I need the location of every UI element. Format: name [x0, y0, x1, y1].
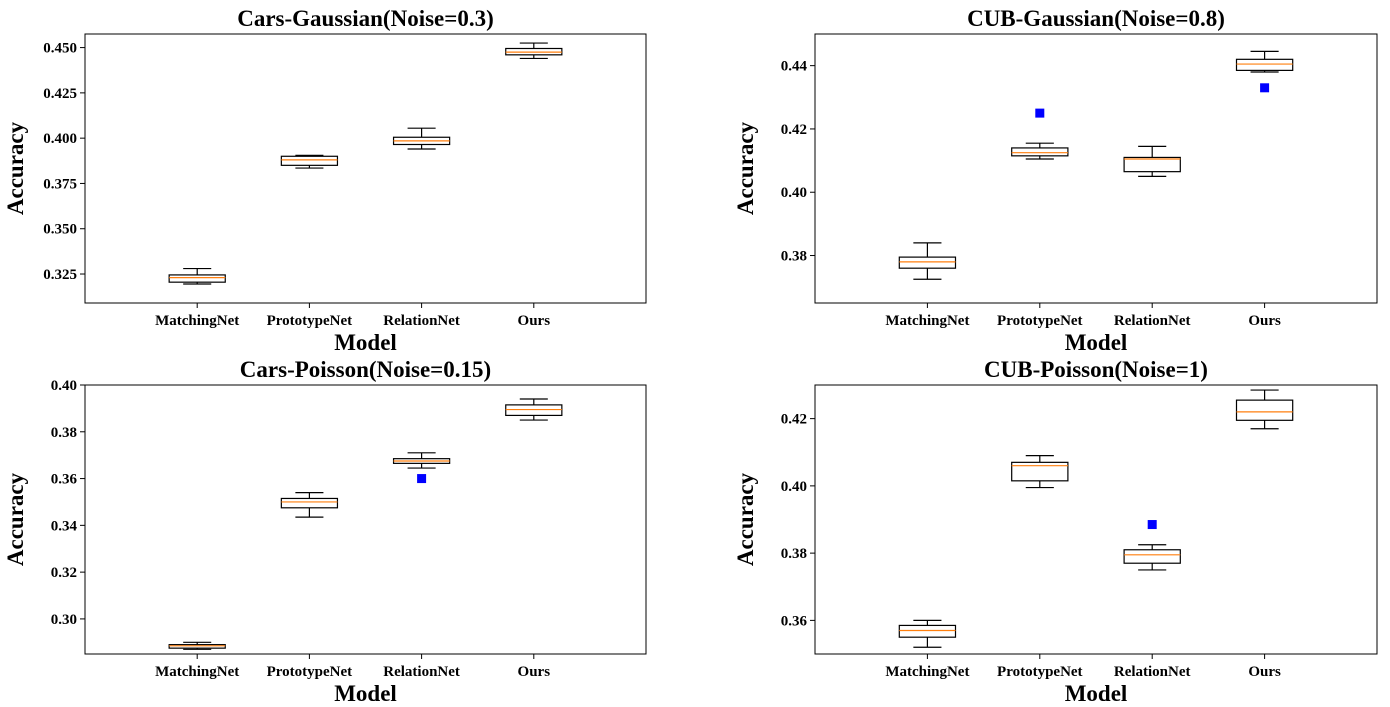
y-tick-label: 0.40	[51, 378, 77, 394]
x-tick-label: Ours	[1248, 664, 1281, 680]
x-tick-label: Ours	[518, 313, 551, 329]
y-tick-label: 0.32	[51, 565, 77, 581]
box-prototypenet	[1011, 108, 1069, 160]
x-axis-label: Model	[334, 681, 397, 706]
box-iqr	[1123, 549, 1181, 564]
x-tick-label: PrototypeNet	[267, 664, 353, 680]
y-tick-label: 0.34	[51, 518, 78, 534]
box-ours	[1235, 389, 1294, 430]
box-matchingnet	[898, 242, 957, 280]
box-ours	[505, 398, 563, 421]
box-iqr	[1235, 58, 1294, 71]
y-tick-label: 0.38	[51, 425, 77, 441]
box-matchingnet	[168, 641, 226, 650]
y-axis-label: Accuracy	[733, 121, 758, 215]
y-tick-label: 0.425	[43, 86, 77, 102]
box-matchingnet	[168, 267, 226, 285]
y-axis-label: Accuracy	[3, 121, 28, 215]
x-tick-label: RelationNet	[383, 664, 460, 680]
chart-title: Cars-Poisson(Noise=0.15)	[240, 357, 491, 382]
box-iqr	[280, 155, 339, 166]
box-prototypenet	[280, 492, 339, 518]
plot-frame	[84, 33, 647, 304]
x-tick-label: Ours	[1248, 313, 1281, 329]
box-iqr	[898, 256, 957, 269]
y-tick-label: 0.325	[43, 267, 77, 283]
y-axis-label: Accuracy	[733, 472, 758, 566]
y-tick-label: 0.44	[781, 59, 808, 75]
y-axis-label: Accuracy	[3, 472, 28, 566]
box-iqr	[1123, 156, 1181, 173]
subplot-2: CUB-Gaussian(Noise=0.8) 0.38 0.40 0.42 0.44 M…	[733, 6, 1378, 355]
y-tick-label: 0.42	[781, 122, 807, 138]
box-matchingnet	[898, 619, 957, 648]
box-relationnet	[392, 452, 451, 484]
subplot-1: Cars-Gaussian(Noise=0.3) 0.325 0.350 0.375 0…	[3, 6, 647, 355]
outlier-point	[1035, 108, 1045, 118]
x-tick-label: PrototypeNet	[997, 664, 1083, 680]
box-prototypenet	[1011, 455, 1069, 489]
x-tick-label: MatchingNet	[155, 664, 239, 680]
y-tick-label: 0.40	[781, 479, 807, 495]
y-tick-label: 0.42	[781, 412, 807, 428]
x-tick-label: Ours	[518, 664, 551, 680]
chart-title: CUB-Gaussian(Noise=0.8)	[967, 6, 1225, 31]
chart-title: Cars-Gaussian(Noise=0.3)	[237, 6, 494, 31]
x-axis-label: Model	[1065, 330, 1128, 355]
box-ours	[505, 42, 563, 60]
box-ours	[1235, 50, 1294, 93]
box-iqr	[1011, 461, 1069, 482]
y-tick-label: 0.30	[51, 612, 77, 628]
x-tick-label: PrototypeNet	[267, 313, 353, 329]
plot-frame	[84, 384, 647, 655]
x-tick-label: MatchingNet	[885, 313, 969, 329]
y-tick-label: 0.40	[781, 185, 807, 201]
y-tick-label: 0.350	[43, 222, 77, 238]
y-tick-label: 0.375	[43, 176, 77, 192]
y-tick-label: 0.36	[51, 472, 78, 488]
x-tick-label: MatchingNet	[155, 313, 239, 329]
y-tick-label: 0.450	[43, 41, 77, 57]
box-relationnet	[1123, 145, 1181, 178]
x-tick-label: RelationNet	[1114, 313, 1191, 329]
x-axis-label: Model	[1065, 681, 1128, 706]
chart-title: CUB-Poisson(Noise=1)	[984, 357, 1208, 382]
box-relationnet	[1123, 520, 1181, 571]
x-tick-label: MatchingNet	[885, 664, 969, 680]
box-prototypenet	[280, 154, 339, 169]
y-tick-label: 0.38	[781, 249, 807, 265]
box-relationnet	[392, 127, 451, 150]
x-axis-label: Model	[334, 330, 397, 355]
x-tick-label: RelationNet	[1114, 664, 1191, 680]
outlier-point	[1147, 520, 1157, 530]
subplot-4: CUB-Poisson(Noise=1) 0.36 0.38 0.40 0.42 Matc…	[733, 357, 1378, 706]
x-tick-label: PrototypeNet	[997, 313, 1083, 329]
subplot-3: Cars-Poisson(Noise=0.15) 0.30 0.32 0.34 0.36…	[3, 357, 647, 706]
y-tick-label: 0.400	[43, 131, 77, 147]
outlier-point	[417, 474, 427, 484]
y-tick-label: 0.36	[781, 613, 808, 629]
box-iqr	[898, 624, 957, 638]
box-iqr	[1011, 147, 1069, 157]
y-tick-label: 0.38	[781, 546, 807, 562]
box-iqr	[1235, 399, 1294, 421]
outlier-point	[1260, 83, 1270, 93]
plot-frame	[814, 384, 1378, 655]
x-tick-label: RelationNet	[383, 313, 460, 329]
plot-frame	[814, 33, 1378, 304]
box-iqr	[168, 274, 226, 283]
box-iqr	[280, 497, 339, 509]
